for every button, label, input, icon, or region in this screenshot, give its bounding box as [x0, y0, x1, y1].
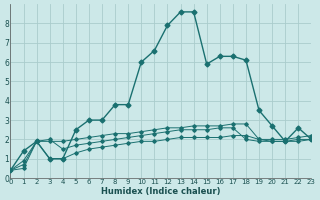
X-axis label: Humidex (Indice chaleur): Humidex (Indice chaleur): [101, 187, 221, 196]
